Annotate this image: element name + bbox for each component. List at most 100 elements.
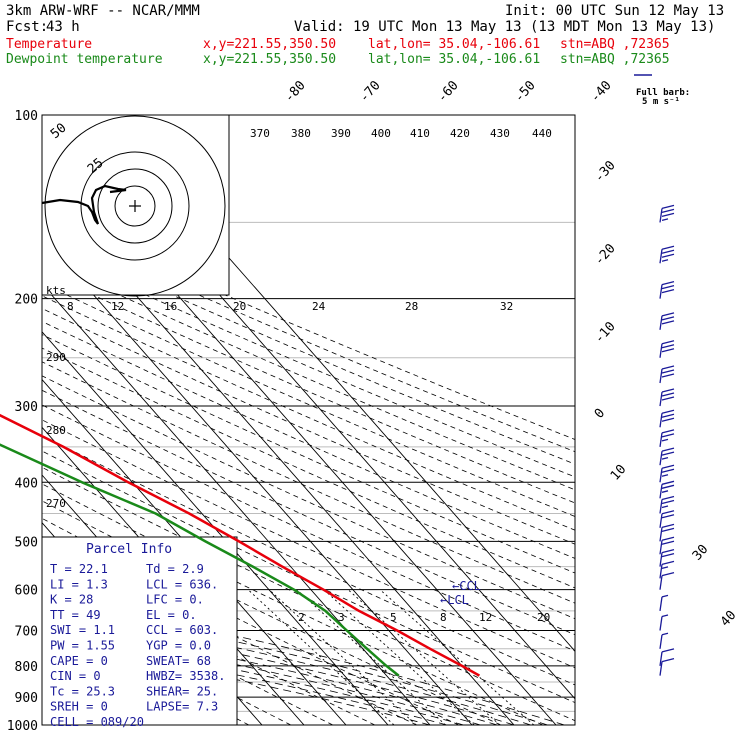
mixing-ratio-label: 5: [390, 611, 397, 624]
dry-adiabat: [42, 375, 575, 620]
pressure-label: 400: [15, 476, 38, 491]
hodograph-ring-50: [44, 115, 226, 297]
wind-barb: [659, 365, 675, 384]
dry-adiabat: [42, 334, 575, 574]
isotherm-label-top: -60: [435, 78, 462, 105]
isotherm-label-right: 10: [608, 462, 630, 484]
legend-dewpoint-name: Dewpoint temperature: [6, 52, 163, 67]
tc-label: 8: [67, 300, 74, 313]
tc-label: 20: [233, 300, 246, 313]
isotherm-labels: -80 -70 -60 -50 -40 -30 -20 -10 0 10 30 40: [282, 78, 740, 629]
wind-barb: [659, 536, 675, 555]
theta-label: 430: [490, 127, 510, 140]
parcel-row-left: T = 22.1: [50, 562, 108, 576]
temperature-line: [0, 413, 481, 677]
tc-label: 12: [111, 300, 124, 313]
parcel-row-right: SHEAR= 25.: [146, 684, 218, 698]
moist-adiabat: [42, 602, 548, 725]
wind-barb: [659, 632, 669, 649]
parcel-row-right: LCL = 636.: [146, 577, 218, 591]
pressure-axis-labels: 100 200 300 400 500 600 700 800 900 1000: [7, 109, 38, 734]
isotherm-line: [42, 378, 347, 725]
theta-label: 410: [410, 127, 430, 140]
parcel-row-right: CCL = 603.: [146, 623, 218, 637]
forecast-label: Fcst:: [6, 19, 48, 35]
mixing-ratio-label: 3: [338, 611, 345, 624]
pressure-label: 600: [15, 584, 38, 599]
mixing-ratio-line: [379, 589, 535, 725]
pressure-label: 900: [15, 691, 38, 706]
full-barb-speed: 5 m s⁻¹: [642, 97, 680, 107]
theta-label: 400: [371, 127, 391, 140]
isotherm-label-right: 40: [718, 608, 740, 630]
theta-label: 440: [532, 127, 552, 140]
theta-label: 270: [46, 497, 66, 510]
wind-barb: [659, 464, 675, 483]
wind-barb: [659, 523, 675, 542]
theta-label: 380: [291, 127, 311, 140]
parcel-info-title: Parcel Info: [86, 542, 172, 557]
wind-barb: [659, 614, 669, 631]
hodograph: 25 50 kts: [41, 114, 230, 297]
mixing-ratio-line: [296, 589, 446, 725]
mixing-ratio-label: 2: [298, 611, 305, 624]
wind-barbs: [659, 204, 675, 676]
legend-temperature-latlon: lat,lon= 35.04,-106.61: [368, 37, 540, 52]
moist-adiabat: [42, 608, 531, 725]
theta-labels: 370 380 390 400 410 420 430 440 290 280 270: [46, 127, 552, 510]
legend-dewpoint-station: stn=ABQ ,72365: [560, 52, 670, 67]
wind-barb: [659, 388, 675, 407]
valid-time: Valid: 19 UTC Mon 13 May 13 (13 MDT Mon …: [294, 19, 715, 35]
theta-label: 370: [250, 127, 270, 140]
parcel-row-left: CIN = 0: [50, 669, 101, 683]
parcel-row-left: SREH = 0: [50, 700, 108, 714]
dry-adiabat: [42, 308, 575, 545]
isotherm-line: [42, 331, 389, 725]
tc-label: 24: [312, 300, 326, 313]
parcel-info-box: [41, 536, 238, 726]
dry-adiabat: [42, 347, 575, 589]
theta-label: 420: [450, 127, 470, 140]
wind-barb: [659, 409, 675, 428]
isotherm-label-right: 0: [592, 406, 608, 422]
dry-adiabat: [42, 419, 575, 669]
ccl-annotation: ←CCL: [452, 579, 481, 593]
parcel-row-left: SWI = 1.1: [50, 623, 115, 637]
parcel-row-left: CAPE = 0: [50, 654, 108, 668]
pressure-label: 800: [15, 660, 38, 675]
hodograph-ring-inner: [114, 185, 156, 227]
wind-barb: [659, 548, 675, 567]
moist-adiabat: [42, 637, 447, 725]
mixing-ratio-line: [347, 589, 501, 725]
wind-barb: [659, 245, 675, 264]
legend-temperature-station: stn=ABQ ,72365: [560, 37, 670, 52]
mixing-ratio-label: 8: [440, 611, 447, 624]
isotherm-label-top: -80: [282, 78, 309, 105]
wind-barb: [659, 280, 675, 299]
legend-temperature-name: Temperature: [6, 37, 92, 52]
mixing-ratio-line: [247, 589, 395, 725]
parcel-row-right: EL = 0.: [146, 608, 197, 622]
isotherm-label-right: -30: [592, 158, 619, 185]
mixing-ratio-line: [323, 589, 475, 725]
pressure-label: 1000: [7, 719, 38, 734]
dry-adiabat: [42, 223, 575, 453]
pressure-label: 300: [15, 400, 38, 415]
parcel-row-right: YGP = 0.0: [146, 639, 211, 653]
isotherm-label-right: 30: [690, 542, 712, 564]
parcel-row-left: K = 28: [50, 593, 93, 607]
dewpoint-line: [0, 443, 400, 677]
parcel-row-left: TT = 49: [50, 608, 101, 622]
dry-adiabat: [42, 212, 575, 440]
parcel-row-right: Td = 2.9: [146, 562, 204, 576]
wind-barb: [659, 480, 675, 499]
wind-barb: [659, 648, 675, 666]
isotherm-label-right: -10: [592, 319, 619, 346]
model-title: 3km ARW-WRF -- NCAR/MMM: [6, 3, 200, 19]
mixing-ratio-line: [268, 589, 417, 725]
mixing-ratio-label: 20: [537, 611, 550, 624]
init-time: Init: 00 UTC Sun 12 May 13: [505, 3, 724, 19]
pressure-label: 700: [15, 625, 38, 640]
